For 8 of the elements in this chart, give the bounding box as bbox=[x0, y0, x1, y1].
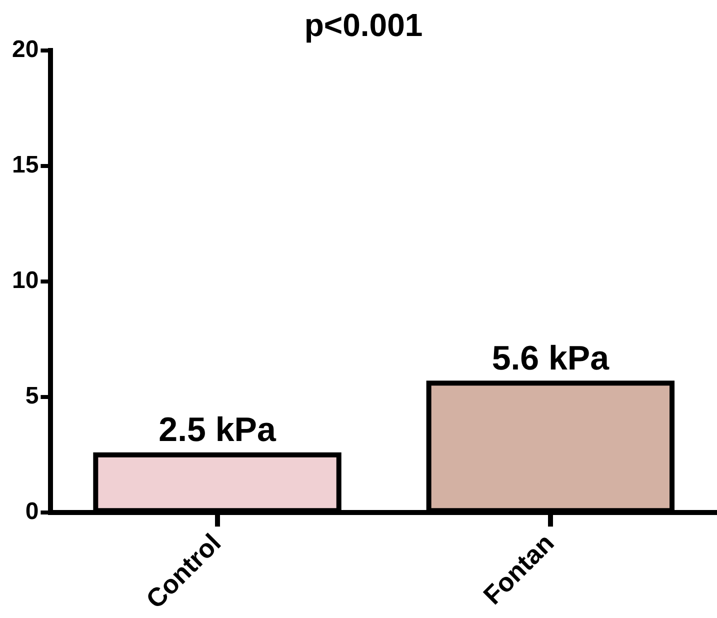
y-tick-label: 20 bbox=[12, 36, 39, 64]
data-label: 5.6 kPa bbox=[492, 340, 610, 378]
chart-title: p<0.001 bbox=[304, 7, 423, 44]
y-tick-label: 10 bbox=[12, 267, 39, 294]
y-tick-label: 5 bbox=[25, 382, 39, 410]
data-label: 2.5 kPa bbox=[158, 411, 277, 450]
y-tick-label: 0 bbox=[25, 498, 39, 526]
y-tick-label: 15 bbox=[12, 152, 39, 179]
